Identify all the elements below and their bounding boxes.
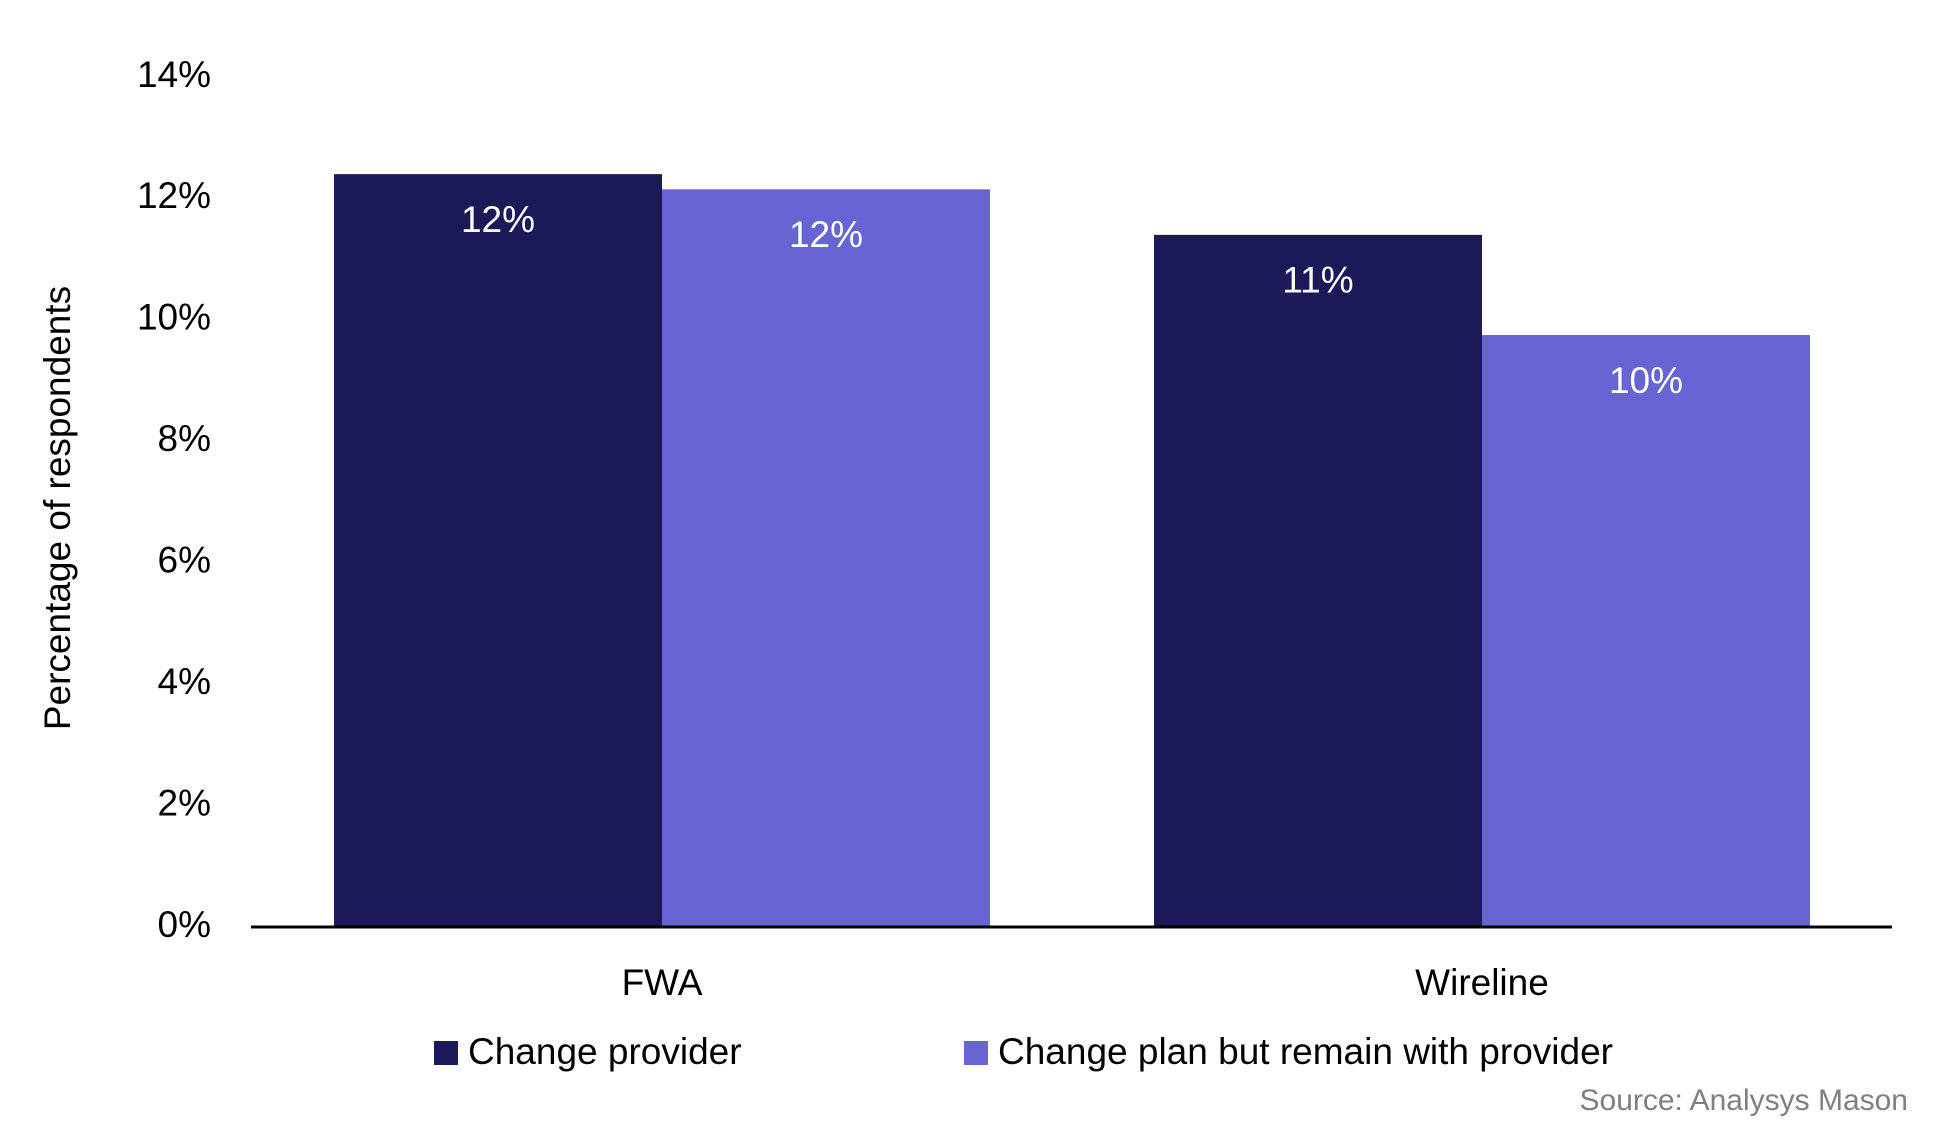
value-label: 12%	[461, 199, 535, 240]
bar	[334, 174, 662, 928]
y-tick-label: 2%	[158, 782, 211, 823]
legend-label: Change plan but remain with provider	[998, 1031, 1613, 1072]
legend-label: Change provider	[468, 1031, 742, 1072]
value-label: 10%	[1609, 360, 1683, 401]
x-tick-label: Wireline	[1415, 962, 1549, 1003]
value-label: 12%	[789, 214, 863, 255]
y-tick-label: 4%	[158, 661, 211, 702]
y-tick-label: 10%	[137, 297, 211, 338]
legend-swatch	[964, 1041, 988, 1065]
bar	[1482, 335, 1810, 927]
y-tick-label: 14%	[137, 54, 211, 95]
value-label: 11%	[1282, 260, 1353, 301]
y-axis-label: Percentage of respondents	[37, 286, 78, 730]
bar	[662, 189, 990, 928]
legend-swatch	[434, 1041, 458, 1065]
y-tick-label: 12%	[137, 175, 211, 216]
y-tick-label: 6%	[158, 539, 211, 580]
source: Source: Analysys Mason	[1580, 1084, 1909, 1117]
bar	[1154, 234, 1482, 927]
y-tick-label: 8%	[158, 418, 211, 459]
x-tick-label: FWA	[622, 962, 703, 1003]
y-tick-label: 0%	[158, 904, 211, 945]
